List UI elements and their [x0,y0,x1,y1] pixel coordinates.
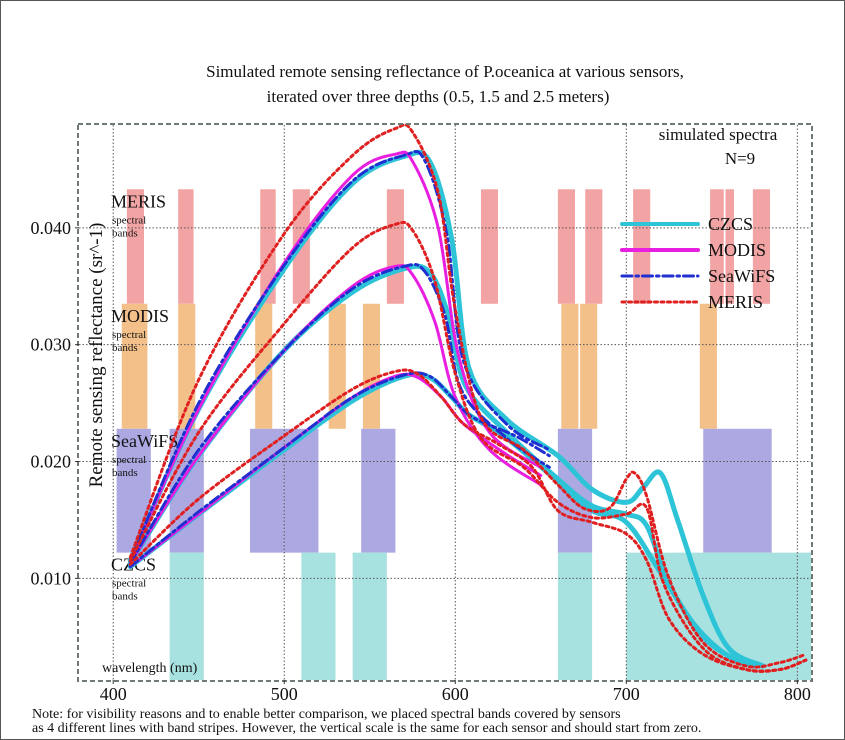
band-sublabel-modis: spectral [112,329,146,341]
band-czcs [169,552,204,680]
band-seawifs [250,428,285,553]
band-czcs [352,552,387,680]
band-sublabel-seawifs: bands [112,467,138,479]
plot-border [77,123,813,682]
x-axis-label: wavelength (nm) [102,661,198,676]
band-sublabel-meris: bands [112,227,138,239]
band-czcs [557,552,593,680]
annotation-line1: simulated spectra [659,125,778,144]
y-tick-label: 0.040 [31,218,72,238]
note-line1: Note: for visibility reasons and to enab… [32,707,621,722]
band-meris [585,189,603,304]
band-label-seawifs: SeaWiFS [111,431,178,451]
band-meris [633,189,651,304]
band-czcs [301,552,336,680]
band-sublabel-czcs: bands [112,591,138,603]
band-meris [752,189,770,304]
band-label-modis: MODIS [111,306,169,326]
spectrum-curve-meris [128,368,808,673]
band-modis [121,303,148,429]
band-sublabel-seawifs: spectral [112,454,146,466]
spectrum-curve-seawifs [128,150,551,563]
x-tick-label: 700 [613,684,640,704]
legend-label-meris: MERIS [708,292,763,312]
band-meris [725,189,735,304]
band-modis [362,303,381,429]
legend: CZCS MODIS SeaWiFS MERIS [620,214,775,312]
y-tick-label: 0.010 [31,568,72,588]
chart-title-line1: Simulated remote sensing reflectance of … [206,62,684,81]
spectrum-curve-modis [128,150,543,563]
band-sublabel-meris: spectral [112,214,146,226]
note-line2: as 4 different lines with band stripes. … [32,721,701,736]
axis-ticks: 400 500 600 700 800 0.010 0.020 0.030 0.040 [31,218,811,704]
y-tick-label: 0.020 [31,452,72,472]
spectrum-curve-seawifs [128,262,551,565]
band-seawifs [284,428,319,553]
spectrum-curve-meris [128,220,808,673]
y-axis-label: Remote sensing reflectance (sr^-1) [86,223,107,488]
band-seawifs [361,428,396,553]
spectrum-curve-meris [128,123,808,669]
band-seawifs [703,428,772,553]
band-meris [386,189,404,304]
band-meris [260,189,276,304]
band-meris [480,189,499,304]
x-tick-label: 400 [100,684,127,704]
legend-label-modis: MODIS [708,240,766,260]
chart-title-line2: iterated over three depths (0.5, 1.5 and… [267,87,610,106]
spectrum-curve-czcs [127,371,758,669]
x-tick-label: 800 [784,684,811,704]
band-meris [710,189,724,304]
legend-label-czcs: CZCS [708,214,753,234]
spectrum-curve-modis [128,264,543,565]
band-modis [699,303,717,429]
band-modis [580,303,598,429]
x-tick-label: 500 [271,684,298,704]
y-tick-label: 0.030 [31,335,72,355]
spectra-curves [127,123,808,673]
band-meris [126,189,144,304]
band-meris [557,189,575,304]
legend-label-seawifs: SeaWiFS [708,266,775,286]
spectrum-curve-czcs [127,149,766,669]
band-label-meris: MERIS [111,191,166,211]
band-sublabel-modis: bands [112,342,138,354]
band-modis [561,303,579,429]
x-tick-label: 600 [442,684,469,704]
annotation-line2: N=9 [725,149,755,168]
band-modis [255,303,273,429]
band-sublabel-czcs: spectral [112,578,146,590]
band-meris [178,189,194,304]
